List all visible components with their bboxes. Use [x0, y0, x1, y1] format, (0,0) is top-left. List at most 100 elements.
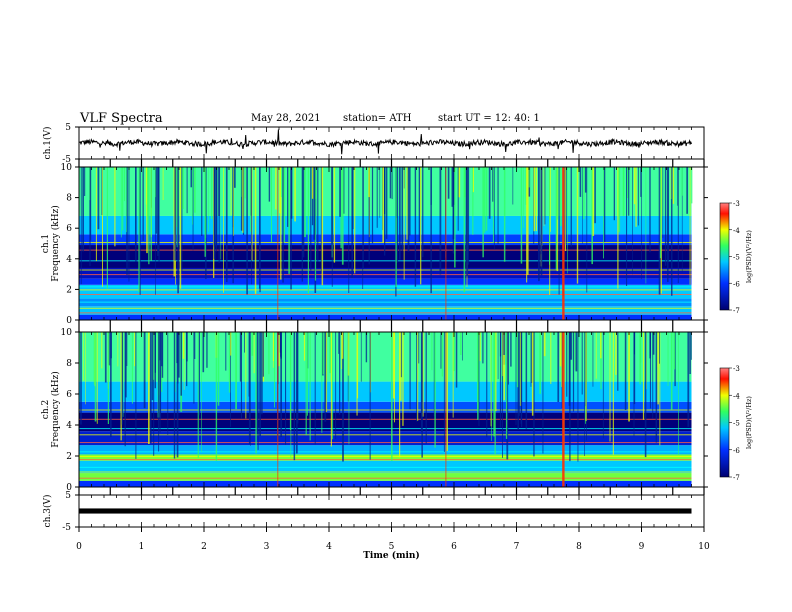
ch2-spec-streak	[257, 332, 259, 450]
ch1-spec-colorbar-tick-label: -4	[733, 227, 740, 235]
ch1-spec-streak	[557, 167, 559, 220]
ch1-spec-streak	[485, 167, 488, 231]
ch1-spec-streak	[220, 167, 222, 260]
ch1-spec-streak	[570, 167, 572, 247]
ch2-spec-streak	[452, 332, 454, 418]
ch2-spec-line	[79, 471, 692, 473]
ch2-spec-line	[79, 466, 692, 468]
ch2-spec-streak	[505, 332, 508, 439]
ch3-wave-ytick-label: -5	[62, 523, 71, 533]
ch2-spec-streak	[131, 332, 133, 404]
ch1-spec-streak	[307, 167, 309, 294]
ch1-spec-streak	[503, 167, 506, 262]
ch1-spec-streak	[343, 167, 345, 214]
ch1-spec-streak	[341, 167, 344, 265]
ch1-spec-streak	[148, 167, 150, 265]
ch2-spec-streak	[135, 332, 137, 459]
ch2-spec-streak	[431, 332, 433, 371]
ch2-spec-streak	[285, 332, 287, 445]
ch2-spec-streak	[101, 332, 103, 369]
ch1-spec-streak	[466, 167, 469, 277]
ch2-spec-streak	[248, 332, 251, 445]
ch1-spec-streak	[192, 167, 193, 225]
ch2-spec-streak	[659, 332, 660, 364]
ch1-spec-streak	[632, 167, 633, 275]
ch1-spec-streak	[179, 167, 182, 289]
ch2-spec-streak	[215, 332, 218, 461]
ch1-spec-streak	[106, 167, 108, 289]
ch2-spec-streak	[462, 332, 463, 361]
ch2-spec-streak	[324, 332, 327, 422]
ch2-spec-streak	[314, 332, 316, 445]
date-label: May 28, 2021	[251, 113, 321, 124]
ch1-spec-streak	[565, 167, 566, 251]
ch3-wave-ytick-label: 5	[65, 491, 71, 501]
x-tick-label: 9	[639, 542, 645, 552]
ch2-spec-streak	[182, 332, 185, 359]
ch1-spec-streak	[313, 167, 316, 240]
ch1-spec-colorbar-tick-label: -7	[733, 307, 740, 315]
ch1-spec-ytick-label: 2	[66, 285, 72, 295]
ch1-spec-streak	[155, 167, 158, 234]
ch2-spec-streak	[356, 332, 358, 416]
ch1-spec-streak	[565, 167, 567, 245]
ch2-spec-streak	[325, 332, 328, 412]
ch1-spec-streak	[594, 167, 596, 224]
ch2-spec-streak	[617, 332, 619, 391]
ch2-spec-streak	[602, 332, 604, 439]
ch2-spec-streak	[518, 332, 520, 416]
ch1-spec-streak	[259, 167, 261, 289]
x-tick-label: 6	[451, 542, 457, 552]
ch1-spec-streak	[280, 167, 282, 198]
ch1-spec-streak	[383, 167, 386, 215]
ch2-spec-streak	[477, 332, 479, 420]
ch1-spec-streak	[315, 167, 317, 199]
ch2-spec-colorbar	[719, 367, 730, 478]
ch2-spec-line	[79, 477, 692, 479]
ch2-spec-streak	[259, 332, 261, 436]
ch2-spec-streak	[240, 332, 242, 419]
ch2-spec-streak	[673, 332, 676, 370]
ch1-spec-streak	[376, 167, 378, 228]
ch2-spec-streak	[126, 332, 128, 366]
ch2-spec-streak	[575, 332, 578, 372]
ch1-spec-streak	[677, 167, 678, 206]
ch2-spec-colorbar-tick-label: -5	[733, 420, 740, 428]
ch1-spec-event	[562, 167, 565, 320]
ch2-spec-streak	[110, 332, 112, 359]
ch2-spec-streak	[453, 332, 455, 372]
ch2-spec-streak	[330, 332, 332, 447]
ch3-wave-ylabel: ch.3(V)	[42, 495, 53, 528]
ch1-spec-streak	[603, 167, 606, 243]
ch2-spec-streak	[644, 332, 647, 458]
ch1-spec-streak	[333, 167, 336, 263]
ch1-spec-streak	[591, 167, 593, 265]
ch2-spec-streak	[443, 332, 445, 452]
x-tick-label: 3	[264, 542, 270, 552]
ch1-spec-streak	[122, 167, 124, 231]
ch2-spec-streak	[342, 332, 344, 462]
ch2-spec-streak	[201, 332, 202, 452]
ch1-spec-streak	[302, 167, 305, 258]
ch1-spec-streak	[583, 167, 585, 220]
ch1-spec-streak	[544, 167, 546, 225]
ch2-spec-streak	[628, 332, 630, 422]
ch1-spec-streak	[218, 167, 220, 216]
ch2-spec-streak	[670, 332, 673, 410]
x-tick-label: 7	[514, 542, 520, 552]
ch1-spec-streak	[567, 167, 568, 274]
ch1-spec-streak	[414, 167, 417, 287]
ch2-spec-streak	[416, 332, 418, 422]
ch2-spec-streak	[93, 332, 95, 385]
ch1-spec-streak	[201, 167, 203, 236]
ch1-spec-streak	[233, 167, 234, 236]
ch1-spec-streak	[582, 167, 583, 244]
ch1-spec-streak	[667, 167, 669, 261]
ch2-spec-streak	[321, 332, 323, 433]
ch2-spec-streak	[296, 332, 299, 424]
ch2-spec-streak	[510, 332, 512, 367]
ch1-spec-streak	[194, 167, 196, 213]
ch2-spec-line	[79, 428, 692, 430]
ch1-spec-streak	[626, 167, 629, 199]
